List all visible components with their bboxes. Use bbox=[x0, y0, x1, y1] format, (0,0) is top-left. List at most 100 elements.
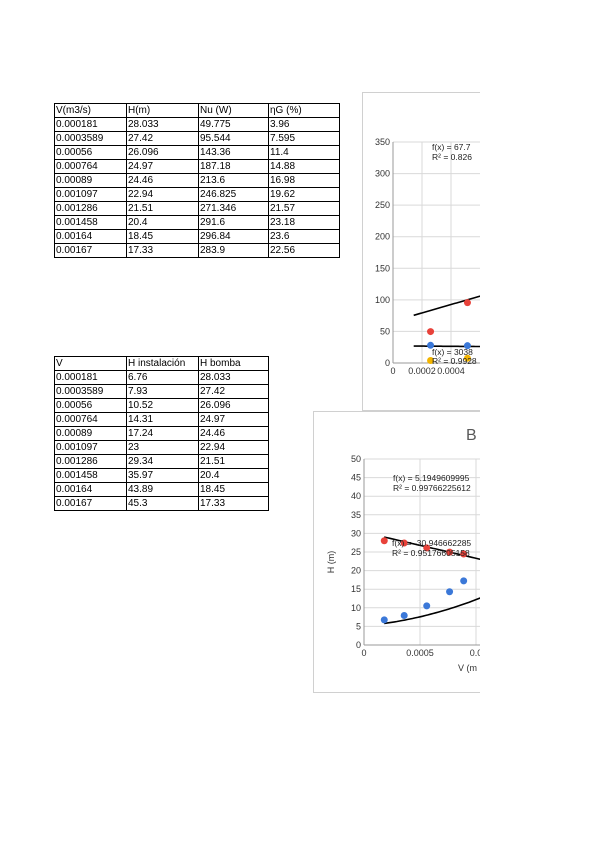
table-cell: 0.00164 bbox=[54, 482, 127, 497]
y-tick-label: 10 bbox=[351, 603, 361, 613]
table-cell: 0.00089 bbox=[54, 426, 127, 441]
data-point bbox=[446, 588, 454, 596]
table-row: 0.00164 18.45 296.84 23.6 bbox=[54, 229, 340, 244]
table-row: 0.00089 24.46 213.6 16.98 bbox=[54, 173, 340, 188]
table-row: 0.001458 20.4 291.6 23.18 bbox=[54, 215, 340, 230]
table-cell: 246.825 bbox=[198, 187, 269, 202]
table-cell: 23 bbox=[126, 440, 199, 455]
table-cell: 18.45 bbox=[198, 482, 269, 497]
table-cell: 19.62 bbox=[268, 187, 340, 202]
table-cell: 27.42 bbox=[198, 384, 269, 399]
table-cell: 271.346 bbox=[198, 201, 269, 216]
column-header: Nu (W) bbox=[198, 103, 269, 118]
y-tick-label: 40 bbox=[351, 491, 361, 501]
table-row: 0.000764 14.31 24.97 bbox=[54, 412, 269, 427]
column-header: ηG (%) bbox=[268, 103, 340, 118]
data-point bbox=[463, 342, 471, 350]
data-point bbox=[460, 577, 468, 585]
table-cell: 0.000764 bbox=[54, 159, 127, 174]
table-cell: 21.51 bbox=[198, 454, 269, 469]
table-cell: 35.97 bbox=[126, 468, 199, 483]
x-tick-label: 0 bbox=[361, 648, 366, 658]
y-tick-label: 0 bbox=[385, 358, 390, 368]
table-row: 0.00167 45.3 17.33 bbox=[54, 496, 269, 511]
table-cell: 20.4 bbox=[126, 215, 199, 230]
trendline-equation: f(x) = 67.7 bbox=[432, 142, 471, 152]
trendline-equation: R² = 0.95176605158 bbox=[392, 548, 470, 558]
y-tick-label: 100 bbox=[375, 295, 390, 305]
y-tick-label: 30 bbox=[351, 528, 361, 538]
table-row: 0.0003589 7.93 27.42 bbox=[54, 384, 269, 399]
table-cell: 0.001458 bbox=[54, 215, 127, 230]
table-cell: 0.00164 bbox=[54, 229, 127, 244]
x-tick-label: 0.0005 bbox=[406, 648, 434, 658]
table-cell: 0.00167 bbox=[54, 496, 127, 511]
table-row: 0.001097 23 22.94 bbox=[54, 440, 269, 455]
table-cell: 22.94 bbox=[198, 440, 269, 455]
table-cell: 45.3 bbox=[126, 496, 199, 511]
table-cell: 0.001286 bbox=[54, 201, 127, 216]
data-point bbox=[380, 616, 388, 624]
y-tick-label: 300 bbox=[375, 169, 390, 179]
table-cell: 0.000181 bbox=[54, 370, 127, 385]
table-cell: 0.001286 bbox=[54, 454, 127, 469]
table-row: 0.000181 6.76 28.033 bbox=[54, 370, 269, 385]
table-row: 0.00056 10.52 26.096 bbox=[54, 398, 269, 413]
table-row: 0.00167 17.33 283.9 22.56 bbox=[54, 243, 340, 258]
data-point bbox=[400, 612, 408, 620]
table-cell: 0.00089 bbox=[54, 173, 127, 188]
column-header: H bomba bbox=[198, 356, 269, 371]
column-header: H instalación bbox=[126, 356, 199, 371]
x-tick-label: 0.0 bbox=[470, 648, 480, 658]
table-cell: 28.033 bbox=[198, 370, 269, 385]
chart-title: B bbox=[466, 427, 477, 444]
table-row: 0.001097 22.94 246.825 19.62 bbox=[54, 187, 340, 202]
column-header: H(m) bbox=[126, 103, 199, 118]
table-row: 0.001286 29.34 21.51 bbox=[54, 454, 269, 469]
table-cell: 26.096 bbox=[198, 398, 269, 413]
table-cell: 0.0003589 bbox=[54, 131, 127, 146]
table-cell: 24.46 bbox=[126, 173, 199, 188]
x-axis-label: V (m bbox=[458, 663, 477, 673]
table-row: 0.00164 43.89 18.45 bbox=[54, 482, 269, 497]
table-cell: 17.33 bbox=[198, 496, 269, 511]
y-tick-label: 200 bbox=[375, 232, 390, 242]
table-row: 0.00056 26.096 143.36 11.4 bbox=[54, 145, 340, 160]
table-cell: 14.31 bbox=[126, 412, 199, 427]
table-cell: 23.18 bbox=[268, 215, 340, 230]
y-tick-label: 250 bbox=[375, 200, 390, 210]
table-cell: 10.52 bbox=[126, 398, 199, 413]
data-point bbox=[446, 548, 454, 556]
table-cell: 0.00167 bbox=[54, 243, 127, 258]
trendline-equation: f(x) = 3038 bbox=[432, 347, 473, 357]
table-cell: 23.6 bbox=[268, 229, 340, 244]
data-point bbox=[423, 544, 431, 552]
table-cell: 291.6 bbox=[198, 215, 269, 230]
table-cell: 49.775 bbox=[198, 117, 269, 132]
trendline-equation: f(x) = 5.1949609995 bbox=[393, 473, 470, 483]
data-point bbox=[380, 537, 388, 545]
data-point bbox=[463, 354, 471, 362]
data-point bbox=[427, 356, 435, 364]
table-cell: 43.89 bbox=[126, 482, 199, 497]
y-tick-label: 150 bbox=[375, 263, 390, 273]
table-cell: 187.18 bbox=[198, 159, 269, 174]
y-axis-label: H (m) bbox=[326, 551, 336, 574]
power-chart-svg: 350 300 250 200 150 100 50 00 0.0002 0.0004 f(x) =… bbox=[375, 137, 480, 376]
table-cell: 29.34 bbox=[126, 454, 199, 469]
x-tick-label: 0.0002 bbox=[408, 366, 436, 376]
table-cell: 28.033 bbox=[126, 117, 199, 132]
table-row: 0.000764 24.97 187.18 14.88 bbox=[54, 159, 340, 174]
table-cell: 143.36 bbox=[198, 145, 269, 160]
table-cell: 20.4 bbox=[198, 468, 269, 483]
data-point bbox=[427, 341, 435, 349]
table-cell: 283.9 bbox=[198, 243, 269, 258]
table-cell: 17.24 bbox=[126, 426, 199, 441]
table-cell: 16.98 bbox=[268, 173, 340, 188]
y-tick-label: 350 bbox=[375, 137, 390, 147]
trendline bbox=[384, 597, 480, 625]
table-cell: 95.544 bbox=[198, 131, 269, 146]
